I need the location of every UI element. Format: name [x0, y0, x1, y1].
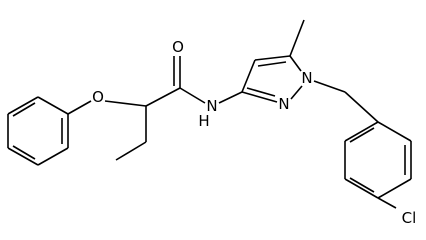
atom-label: N — [278, 95, 289, 113]
bonds — [7, 19, 412, 209]
atom-label: N — [206, 97, 217, 115]
atom-label: O — [172, 38, 184, 56]
atom-label: H — [198, 112, 209, 130]
molecule-diagram: O O N H N N Cl — [7, 19, 417, 227]
atom-label: Cl — [402, 209, 417, 227]
atom-label: O — [92, 88, 104, 106]
atom-label: N — [301, 69, 312, 87]
